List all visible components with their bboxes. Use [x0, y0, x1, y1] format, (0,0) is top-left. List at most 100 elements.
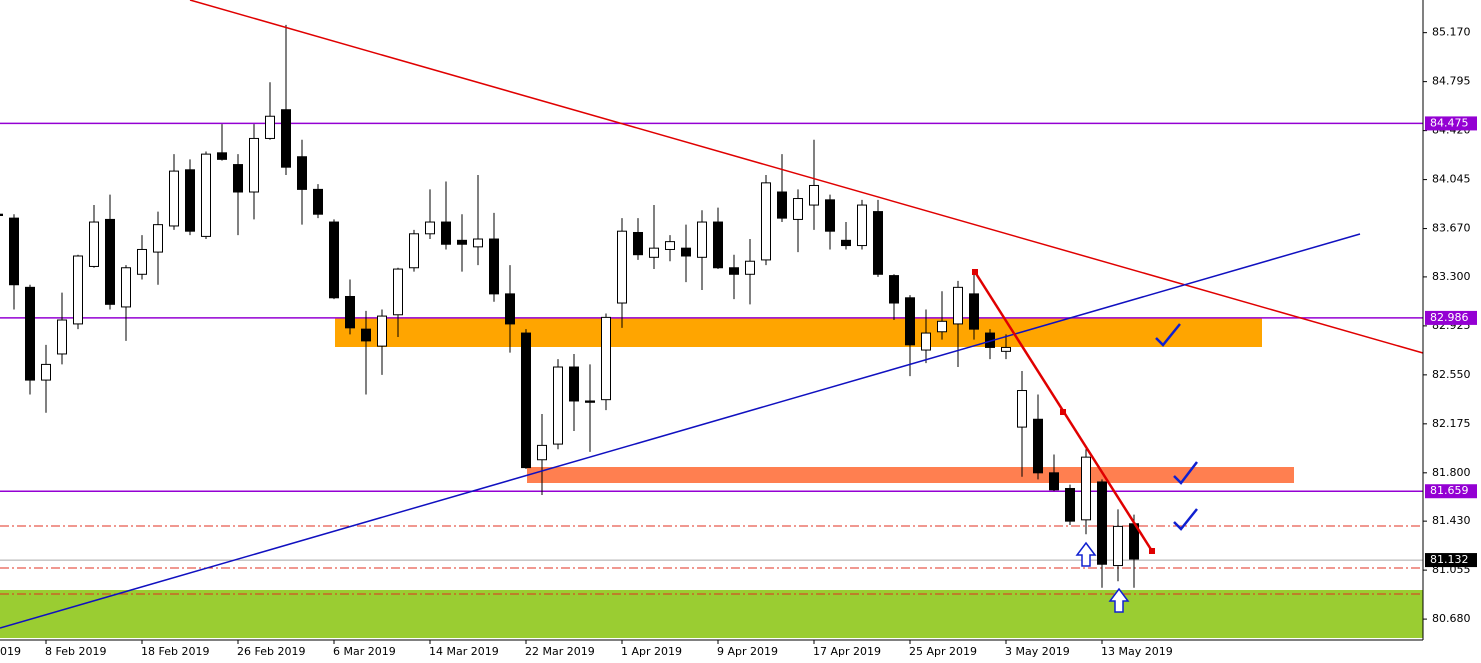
y-tick-label: 82.550	[1432, 368, 1471, 381]
candle-body	[937, 320, 947, 333]
candle-body	[473, 238, 483, 248]
candle-body	[233, 164, 243, 193]
candle-body	[553, 366, 563, 445]
candle-body	[73, 255, 83, 325]
candles	[0, 24, 1139, 588]
candle-body	[137, 248, 147, 275]
candle-body	[697, 221, 707, 258]
candle-body	[777, 191, 787, 219]
candle-body	[809, 184, 819, 206]
x-tick-label: 8 Feb 2019	[45, 645, 106, 658]
candle-body	[585, 400, 595, 403]
y-tick-label: 85.170	[1432, 26, 1471, 39]
candle-body	[921, 332, 931, 351]
x-tick-label: 26 Feb 2019	[237, 645, 305, 658]
candle-body	[729, 267, 739, 275]
candle-body	[713, 221, 723, 269]
level-label: 82.986	[1430, 311, 1469, 324]
y-tick-label: 84.045	[1432, 173, 1471, 186]
level-label: 84.475	[1430, 116, 1469, 129]
candle-body	[1049, 472, 1059, 491]
candle-body	[489, 238, 499, 295]
candle-body	[25, 286, 35, 381]
support-zone	[0, 590, 1423, 638]
candle-body	[409, 233, 419, 269]
anchor	[1149, 548, 1155, 554]
x-tick-label: 9 Apr 2019	[717, 645, 778, 658]
candle-body	[889, 275, 899, 304]
candle-body	[633, 231, 643, 256]
candle-body	[793, 198, 803, 220]
candle-body	[281, 109, 291, 168]
x-tick-label: 25 Apr 2019	[909, 645, 977, 658]
y-tick-label: 80.680	[1432, 612, 1471, 625]
resistance-zone	[335, 318, 1262, 347]
candle-body	[857, 204, 867, 247]
candle-body	[841, 239, 851, 247]
x-tick-label: 3 May 2019	[1005, 645, 1070, 658]
candle-body	[57, 319, 67, 355]
y-tick-label: 83.300	[1432, 270, 1471, 283]
candle-body	[953, 286, 963, 325]
candle-body	[329, 221, 339, 299]
candle-body	[41, 363, 51, 381]
candle-body	[457, 239, 467, 245]
candle-body	[9, 217, 19, 286]
candle-body	[681, 247, 691, 257]
candle-body	[89, 221, 99, 267]
candle-body	[649, 247, 659, 258]
candle-body	[1081, 456, 1091, 521]
candle-body	[1033, 418, 1043, 474]
x-tick-label: 6 Mar 2019	[333, 645, 396, 658]
y-tick-label: 81.430	[1432, 514, 1471, 527]
candle-body	[1017, 390, 1027, 428]
candle-body	[505, 293, 515, 325]
candle-body	[1065, 487, 1075, 522]
anchor	[1060, 409, 1066, 415]
candle-body	[969, 293, 979, 330]
candle-body	[617, 230, 627, 304]
level-label-box	[1425, 116, 1477, 131]
candle-body	[825, 199, 835, 232]
x-tick-label: 17 Apr 2019	[813, 645, 881, 658]
x-tick-label: 14 Mar 2019	[429, 645, 499, 658]
level-label: 81.659	[1430, 484, 1469, 497]
x-tick-label: 019	[0, 645, 21, 658]
candle-body	[313, 188, 323, 215]
candle-body	[521, 332, 531, 469]
y-tick-label: 81.800	[1432, 466, 1471, 479]
level-label: 81.132	[1430, 553, 1469, 566]
y-tick-label: 83.670	[1432, 222, 1471, 235]
level-label-box	[1425, 310, 1477, 325]
candle-body	[1097, 481, 1107, 565]
candle-body	[249, 137, 259, 193]
candle-body	[361, 328, 371, 342]
candle-body	[377, 315, 387, 347]
x-tick-label: 22 Mar 2019	[525, 645, 595, 658]
checkmark	[1155, 323, 1181, 347]
candle-body	[537, 444, 547, 461]
zones	[0, 318, 1423, 638]
candle-body	[153, 224, 163, 253]
candle-body	[0, 213, 3, 217]
candle-body	[217, 152, 227, 160]
annotations	[0, 0, 1424, 629]
level-label-box	[1425, 553, 1477, 568]
y-tick-label: 84.795	[1432, 75, 1471, 88]
arrow-up	[1075, 541, 1097, 567]
candle-body	[393, 268, 403, 316]
candle-body	[1001, 346, 1011, 352]
candle-body	[201, 153, 211, 237]
candle-body	[121, 267, 131, 308]
x-tick-label: 13 May 2019	[1101, 645, 1173, 658]
candle-body	[569, 366, 579, 402]
candle-body	[185, 169, 195, 232]
candle-body	[745, 260, 755, 275]
candle-body	[265, 115, 275, 139]
candle-body	[425, 221, 435, 235]
candle-body	[905, 297, 915, 346]
candle-body	[1113, 525, 1123, 567]
checkmark	[1173, 508, 1198, 531]
